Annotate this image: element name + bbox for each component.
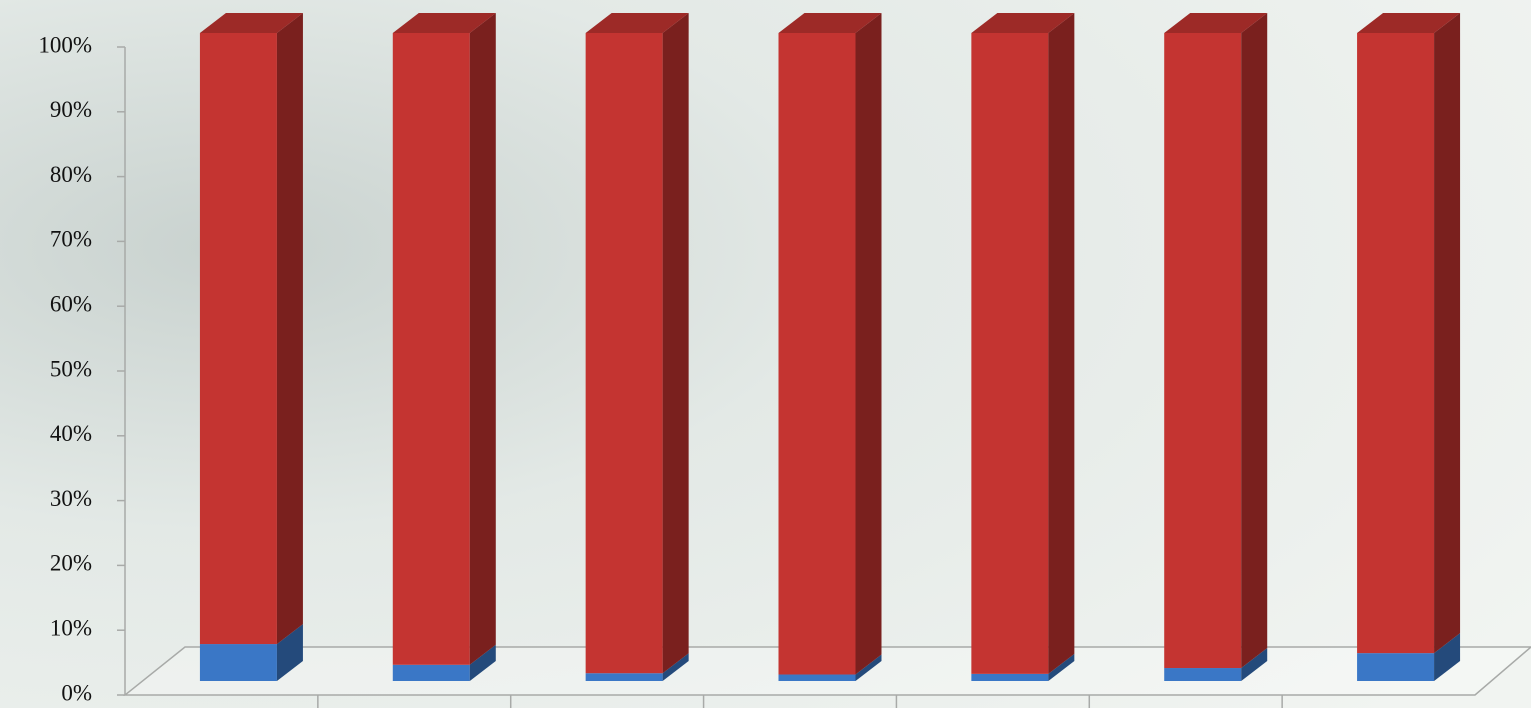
bar-top <box>778 13 882 33</box>
y-tick-label: 0% <box>61 680 92 705</box>
bar-side <box>662 653 689 681</box>
bar-front <box>585 33 663 674</box>
bar-segment <box>778 654 882 681</box>
bar-front <box>392 664 470 681</box>
y-tick-label: 80% <box>50 162 92 187</box>
bar-side <box>855 13 882 675</box>
bar-segment <box>392 644 496 681</box>
bar-front <box>778 33 856 675</box>
bar-front <box>199 33 277 645</box>
bar-side <box>662 13 689 674</box>
y-tick-label: 30% <box>50 486 92 511</box>
bar-top <box>1164 13 1268 33</box>
bar-segment <box>585 653 689 681</box>
bar-segment <box>199 13 303 645</box>
bar-front <box>1164 33 1242 669</box>
bar-side <box>276 13 303 645</box>
bar-front <box>1357 653 1435 681</box>
bar-side <box>1048 13 1075 674</box>
bar-segment <box>971 13 1075 674</box>
bar-side <box>469 644 496 681</box>
y-tick-label: 50% <box>50 356 92 381</box>
y-tick-label: 10% <box>50 615 92 640</box>
bar-segment <box>199 624 303 681</box>
bar-front <box>971 673 1049 681</box>
bar-top <box>1357 13 1461 33</box>
bar-top <box>585 13 689 33</box>
bar-top <box>392 13 496 33</box>
bar-top <box>971 13 1075 33</box>
bar-segment <box>971 653 1075 681</box>
bar-front <box>778 674 856 681</box>
bar-front <box>392 33 470 665</box>
bar-segment <box>392 13 496 665</box>
bar-segment <box>1164 648 1268 681</box>
bar-segment <box>778 13 882 675</box>
y-tick-label: 60% <box>50 291 92 316</box>
bar-side <box>1434 633 1461 681</box>
bar-segment <box>1357 13 1461 654</box>
bar-side <box>1241 13 1268 669</box>
bar-top <box>199 13 303 33</box>
y-tick-label: 40% <box>50 421 92 446</box>
bar-side <box>1048 653 1075 681</box>
bar-side <box>469 13 496 665</box>
bar-side <box>1434 13 1461 654</box>
y-tick-label: 20% <box>50 551 92 576</box>
bar-side <box>855 654 882 681</box>
bar-segment <box>1357 633 1461 681</box>
y-tick-label: 70% <box>50 227 92 252</box>
bar-front <box>971 33 1049 674</box>
bar-side <box>276 624 303 681</box>
bar-front <box>199 644 277 681</box>
y-tick-label: 100% <box>38 32 92 57</box>
bar-side <box>1241 648 1268 681</box>
bar-front <box>1357 33 1435 654</box>
y-tick-label: 90% <box>50 97 92 122</box>
bar-front <box>585 673 663 681</box>
bar-segment <box>1164 13 1268 669</box>
bar-segment <box>585 13 689 674</box>
bar-front <box>1164 668 1242 681</box>
